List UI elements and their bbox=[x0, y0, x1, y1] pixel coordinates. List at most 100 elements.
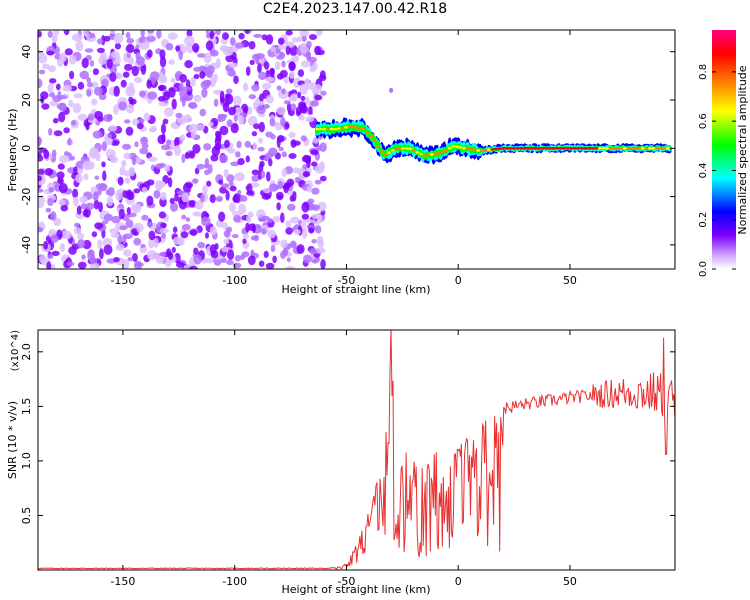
spectrogram-cell bbox=[64, 48, 73, 56]
spectrogram-cell bbox=[128, 56, 134, 65]
signal-core-cell bbox=[580, 147, 584, 150]
signal-core-cell bbox=[390, 149, 395, 152]
spectrogram-cell bbox=[229, 202, 236, 213]
signal-core-cell bbox=[594, 147, 599, 150]
signal-core-cell bbox=[408, 147, 413, 151]
signal-core-cell bbox=[519, 147, 524, 150]
spectrogram-cell bbox=[215, 196, 223, 202]
signal-core-cell bbox=[530, 147, 534, 150]
spectrogram-cell bbox=[185, 217, 191, 222]
signal-core-cell bbox=[497, 147, 502, 150]
spectrogram-cell bbox=[287, 203, 296, 211]
spectrogram-cell bbox=[311, 239, 317, 244]
spectrogram-cell bbox=[39, 254, 47, 264]
spectrogram-cell bbox=[289, 195, 295, 202]
spectrogram-cell bbox=[258, 260, 265, 267]
spectrogram-cell bbox=[115, 243, 125, 251]
signal-core-cell bbox=[662, 147, 667, 150]
spectrogram-cell bbox=[280, 250, 287, 259]
bottom-x-axis-label: Height of straight line (km) bbox=[281, 583, 430, 596]
colorbar-ticks: 0.0 0.2 0.4 0.6 0.8 bbox=[698, 64, 736, 277]
signal-core-cell bbox=[490, 148, 495, 151]
signal-core-cell bbox=[465, 147, 470, 150]
spectrogram-cell bbox=[284, 122, 290, 130]
signal-core-cell bbox=[454, 145, 459, 148]
spectrogram-cell bbox=[127, 257, 134, 262]
spectrogram-cell bbox=[75, 40, 84, 52]
spectrogram-cell bbox=[109, 228, 119, 234]
spectrogram-cell bbox=[146, 79, 152, 89]
spectrogram-cell bbox=[246, 214, 252, 223]
spectrogram-cell bbox=[251, 84, 260, 92]
spectrogram-cell bbox=[309, 65, 316, 73]
spectrogram-cell bbox=[286, 182, 292, 188]
spectrogram-cell bbox=[310, 100, 319, 107]
signal-core-cell bbox=[569, 147, 574, 150]
spectrogram-cell bbox=[238, 114, 244, 125]
spectrogram-cell bbox=[227, 249, 235, 260]
spectrogram-cell bbox=[76, 205, 82, 215]
spectrogram-cell bbox=[305, 51, 311, 60]
spectrogram-cell bbox=[181, 224, 191, 231]
spectrogram-cell bbox=[178, 50, 183, 61]
signal-core-cell bbox=[411, 149, 416, 152]
spectrogram-cell bbox=[59, 102, 67, 112]
spectrogram-cell bbox=[77, 239, 86, 249]
spectrogram-cell bbox=[184, 60, 193, 69]
spectrogram-cell bbox=[86, 77, 92, 83]
signal-core-cell bbox=[376, 144, 381, 148]
signal-core-cell bbox=[522, 147, 527, 150]
spectrogram-cell bbox=[192, 144, 201, 154]
spectrogram-cell bbox=[183, 114, 192, 123]
signal-core-cell bbox=[590, 147, 595, 150]
spectrogram-cell bbox=[80, 203, 87, 210]
spectrogram-cell bbox=[266, 171, 271, 182]
spectrogram-cell bbox=[143, 112, 151, 122]
spectrogram-cell bbox=[223, 47, 234, 56]
spectrogram-cell bbox=[293, 77, 301, 89]
spectrogram-cell bbox=[47, 83, 54, 94]
signal-core-cell bbox=[458, 146, 463, 149]
signal-core-cell bbox=[365, 131, 370, 134]
spectrogram-cell bbox=[289, 61, 296, 71]
spectrogram-cell bbox=[73, 227, 82, 235]
spectrogram-cell bbox=[94, 222, 103, 230]
spectrogram-cell bbox=[49, 211, 57, 221]
spectrogram-panel: -150 -100 -50 0 50 -40 -20 0 20 40 Height of str… bbox=[6, 29, 676, 296]
spectrogram-cell bbox=[230, 123, 239, 134]
spectrogram-cell bbox=[103, 114, 113, 123]
spectrogram-cell bbox=[237, 189, 242, 195]
spectrogram-cell bbox=[260, 170, 266, 179]
spectrogram-cell bbox=[125, 126, 134, 136]
spectrogram-cell bbox=[180, 134, 186, 142]
spectrogram-cell bbox=[190, 76, 196, 87]
spectrogram-cell bbox=[123, 152, 131, 160]
spectrogram-cell bbox=[141, 186, 148, 193]
spectrogram-cell bbox=[309, 247, 317, 255]
snr-series-line bbox=[38, 330, 675, 570]
spectrogram-cell bbox=[53, 217, 62, 227]
spectrogram-cell bbox=[315, 30, 323, 36]
signal-core-cell bbox=[354, 126, 359, 129]
spectrogram-cell bbox=[59, 243, 65, 253]
signal-core-cell bbox=[422, 154, 427, 157]
spectrogram-cell bbox=[184, 152, 190, 159]
spectrogram-cell bbox=[245, 222, 250, 233]
spectrogram-cell bbox=[237, 158, 245, 166]
spectrogram-cell bbox=[253, 123, 260, 130]
spectrogram-cell bbox=[276, 106, 286, 116]
spectrogram-cell bbox=[124, 63, 133, 71]
spectrogram-cell bbox=[123, 249, 132, 257]
spectrogram-cell bbox=[245, 155, 250, 163]
spectrogram-cell bbox=[214, 142, 222, 151]
spectrogram-cell bbox=[306, 159, 311, 169]
signal-core-cell bbox=[608, 147, 613, 150]
spectrogram-cell bbox=[66, 261, 75, 267]
signal-core-cell bbox=[479, 149, 484, 152]
spectrogram-cell bbox=[139, 147, 149, 155]
spectrogram-cell bbox=[52, 95, 62, 103]
spectrogram-cell bbox=[245, 66, 251, 76]
spectrogram-cell bbox=[131, 118, 140, 126]
signal-core-cell bbox=[401, 147, 406, 150]
spectrogram-cell bbox=[125, 104, 135, 114]
